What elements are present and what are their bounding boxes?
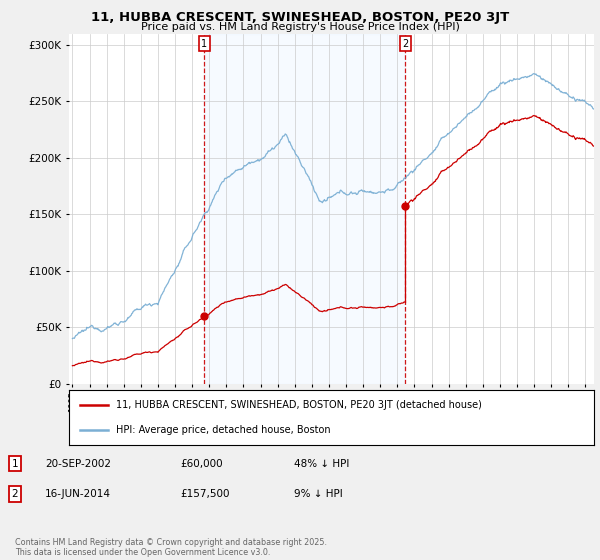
Text: 16-JUN-2014: 16-JUN-2014 [45,489,111,499]
Text: 2: 2 [402,39,409,49]
Text: 2: 2 [11,489,19,499]
Text: Price paid vs. HM Land Registry's House Price Index (HPI): Price paid vs. HM Land Registry's House … [140,22,460,32]
Text: 11, HUBBA CRESCENT, SWINESHEAD, BOSTON, PE20 3JT (detached house): 11, HUBBA CRESCENT, SWINESHEAD, BOSTON, … [116,400,482,410]
Bar [205,34,405,384]
Text: 1: 1 [202,39,208,49]
Text: 1: 1 [11,459,19,469]
Text: 20-SEP-2002: 20-SEP-2002 [45,459,111,469]
Text: HPI: Average price, detached house, Boston: HPI: Average price, detached house, Bost… [116,426,331,435]
Text: Contains HM Land Registry data © Crown copyright and database right 2025.
This d: Contains HM Land Registry data © Crown c… [15,538,327,557]
Text: 11, HUBBA CRESCENT, SWINESHEAD, BOSTON, PE20 3JT: 11, HUBBA CRESCENT, SWINESHEAD, BOSTON, … [91,11,509,24]
Text: £60,000: £60,000 [180,459,223,469]
Text: £157,500: £157,500 [180,489,229,499]
Text: 48% ↓ HPI: 48% ↓ HPI [294,459,349,469]
Text: 9% ↓ HPI: 9% ↓ HPI [294,489,343,499]
